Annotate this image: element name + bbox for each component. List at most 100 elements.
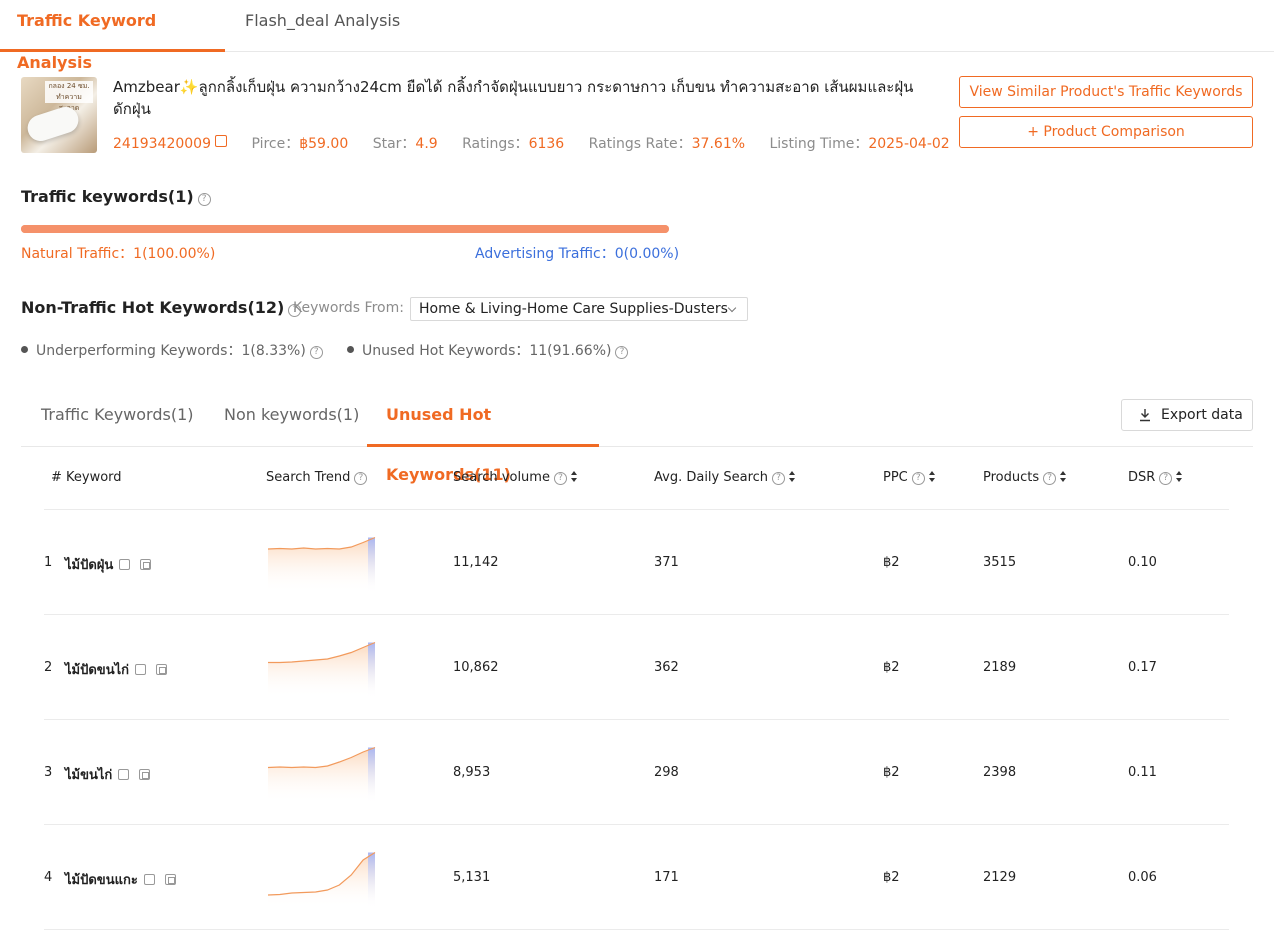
product-image[interactable]: กลอง 24 ซม. ทำความ สะอาด (21, 77, 97, 153)
product-title: Amzbear✨ลูกกลิ้งเก็บฝุ่น ความกว้าง24cm ย… (113, 78, 914, 118)
products-cell: 3515 (983, 555, 1017, 570)
product-meta: 24193420009 Pirce：฿59.00 Star：4.9 Rating… (113, 133, 970, 153)
tab-traffic-keyword-analysis[interactable]: Traffic Keyword Analysis (0, 0, 225, 72)
external-link-icon[interactable] (214, 135, 227, 147)
chevron-down-icon (727, 303, 737, 313)
keyword-cell[interactable]: ไม้ปัดขนไก่ (65, 659, 167, 680)
view-similar-button[interactable]: View Similar Product's Traffic Keywords (959, 76, 1253, 108)
keywords-from-select[interactable]: Home & Living-Home Care Supplies-Dusters (410, 297, 748, 321)
copy-icon[interactable] (164, 874, 176, 885)
help-icon[interactable]: ? (288, 304, 302, 317)
external-link-icon[interactable] (134, 664, 146, 675)
download-icon (1140, 409, 1150, 422)
row-divider (44, 614, 1229, 615)
col-search-trend: Search Trend? (266, 470, 368, 485)
dsr-cell: 0.11 (1128, 765, 1157, 780)
col-products[interactable]: Products? (983, 470, 1067, 485)
product-comparison-button[interactable]: + Product Comparison (959, 116, 1253, 148)
col-ppc[interactable]: PPC? (883, 470, 936, 485)
keyword-sub-tabs: Traffic Keywords(1) Non keywords(1) Unus… (21, 385, 1253, 484)
export-data-button[interactable]: Export data (1121, 399, 1253, 431)
col-search-volume[interactable]: Search volume? (453, 470, 578, 485)
sort-icon[interactable] (1176, 471, 1183, 482)
copy-icon[interactable] (139, 769, 151, 780)
listing-time-label: Listing Time： (769, 136, 869, 152)
search-trend-sparkline (268, 851, 376, 908)
copy-icon[interactable] (140, 559, 152, 570)
help-icon[interactable]: ? (772, 472, 786, 485)
row-divider (44, 509, 1229, 510)
product-id-link[interactable]: 24193420009 (113, 135, 227, 152)
row-index: 4 (44, 870, 53, 885)
sparkline-area (268, 747, 375, 803)
avg-daily-cell: 362 (654, 660, 679, 675)
col-dsr[interactable]: DSR? (1128, 470, 1183, 485)
help-icon[interactable]: ? (1043, 472, 1057, 485)
col-avg-daily-search[interactable]: Avg. Daily Search? (654, 470, 796, 485)
help-icon[interactable]: ? (615, 346, 629, 359)
avg-daily-cell: 298 (654, 765, 679, 780)
listing-time-value: 2025-04-02 (868, 136, 950, 152)
external-link-icon[interactable] (119, 559, 131, 570)
ppc-cell: ฿2 (883, 660, 900, 675)
advertising-traffic: Advertising Traffic：0(0.00%) (475, 246, 680, 262)
keyword-cell[interactable]: ไม้ปัดขนแกะ (65, 869, 176, 890)
external-link-icon[interactable] (143, 874, 155, 885)
help-icon[interactable]: ? (553, 472, 567, 485)
sparkline-line (268, 851, 376, 896)
help-icon[interactable]: ? (1159, 472, 1173, 485)
row-index: 2 (44, 660, 53, 675)
lint-roller-shape (24, 103, 82, 145)
search-trend-sparkline (268, 641, 376, 698)
search-trend-sparkline (268, 536, 376, 593)
sparkline-highlight (368, 852, 375, 908)
avg-daily-cell: 371 (654, 555, 679, 570)
ratings-label: Ratings： (462, 136, 529, 152)
help-icon[interactable]: ? (354, 472, 368, 485)
external-link-icon[interactable] (118, 769, 130, 780)
row-index: 1 (44, 555, 53, 570)
row-divider (44, 929, 1229, 930)
sort-icon[interactable] (1060, 471, 1067, 482)
sort-icon[interactable] (789, 471, 796, 482)
tab-non-keywords[interactable]: Non keywords(1) (224, 405, 360, 424)
sparkline-highlight (368, 747, 375, 803)
help-icon[interactable]: ? (197, 193, 211, 206)
ppc-cell: ฿2 (883, 765, 900, 780)
sparkline-area (268, 537, 375, 593)
tab-flash-deal-analysis[interactable]: Flash_deal Analysis (245, 11, 401, 30)
keyword-cell[interactable]: ไม้ปัดฝุ่น (65, 554, 152, 575)
tab-unused-hot-keywords[interactable]: Unused Hot Keywords(11) (367, 385, 599, 484)
sparkline-line (268, 746, 376, 769)
search-trend-sparkline (268, 746, 376, 803)
price-value: ฿59.00 (299, 136, 349, 152)
help-icon[interactable]: ? (911, 472, 925, 485)
ratings-rate-value: 37.61% (691, 136, 746, 152)
sort-icon[interactable] (928, 471, 936, 482)
dsr-cell: 0.10 (1128, 555, 1157, 570)
star-value: 4.9 (415, 136, 438, 152)
keywords-from-label: Keywords From: (293, 300, 404, 316)
ratings-value: 6136 (528, 136, 565, 152)
sparkline-line (268, 641, 376, 664)
search-volume-cell: 10,862 (453, 660, 499, 675)
help-icon[interactable]: ? (309, 346, 323, 359)
sparkline-area (268, 852, 375, 908)
search-volume-cell: 5,131 (453, 870, 491, 885)
ratings-rate-label: Ratings Rate： (588, 136, 692, 152)
sparkline-highlight (368, 642, 375, 698)
row-divider (44, 824, 1229, 825)
natural-traffic: Natural Traffic：1(100.00%) (21, 246, 216, 262)
col-index: # (51, 470, 62, 485)
tab-traffic-keywords[interactable]: Traffic Keywords(1) (41, 405, 194, 424)
products-cell: 2129 (983, 870, 1017, 885)
copy-icon[interactable] (155, 664, 167, 675)
top-tabs: Traffic Keyword Analysis Flash_deal Anal… (0, 0, 1274, 72)
search-volume-cell: 8,953 (453, 765, 491, 780)
sort-icon[interactable] (570, 471, 578, 482)
ppc-cell: ฿2 (883, 870, 900, 885)
row-index: 3 (44, 765, 53, 780)
keyword-cell[interactable]: ไม้ขนไก่ (65, 764, 151, 785)
row-divider (44, 719, 1229, 720)
avg-daily-cell: 171 (654, 870, 679, 885)
